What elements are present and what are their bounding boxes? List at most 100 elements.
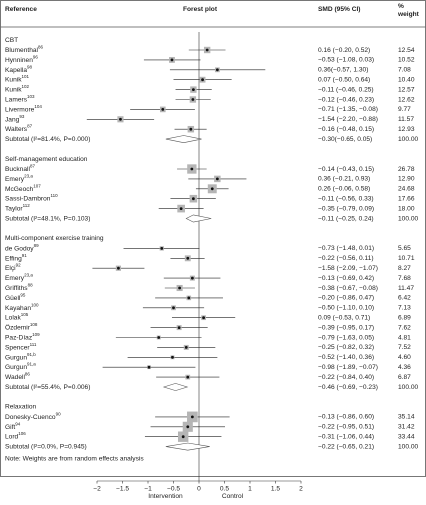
- study-ref: 112: [23, 203, 31, 208]
- study-name: Griffiths: [5, 285, 28, 292]
- study-name: Lord: [5, 433, 19, 440]
- point-estimate: [117, 266, 120, 270]
- smd-label: 0.07 (−0.50, 0.64): [318, 76, 370, 83]
- study-name: Elçi: [5, 265, 16, 272]
- weight-label: 12.90: [398, 176, 415, 183]
- study-label: Lord106: [5, 431, 26, 440]
- smd-label: 0.16 (−0.20, 0.52): [318, 47, 370, 54]
- study-ref: 98: [27, 64, 33, 69]
- point-estimate: [171, 355, 174, 359]
- study-label: Sassi-Dambron110: [5, 193, 58, 202]
- smd-label: −0.14 (−0.43, 0.15): [318, 166, 374, 173]
- smd-label: −0.11 (−0.56, 0.33): [318, 195, 374, 202]
- smd-label: −0.16 (−0.48, 0.15): [318, 126, 374, 133]
- subtotal-diamond: [165, 442, 210, 451]
- point-estimate: [179, 207, 183, 211]
- smd-label: 0.26 (−0.06, 0.58): [318, 186, 370, 193]
- header-weight-line: %: [398, 3, 404, 10]
- group-label: CBT: [5, 37, 18, 44]
- weight-label: 9.77: [398, 106, 411, 113]
- point-estimate: [215, 68, 219, 72]
- point-estimate: [186, 425, 190, 429]
- study-name: Jang: [5, 116, 20, 123]
- x-label-right: Control: [222, 493, 244, 500]
- study-label: Kayahan100: [5, 302, 39, 311]
- point-estimate: [157, 336, 161, 339]
- study-label: Kunik102: [5, 84, 30, 93]
- study-label: Emery23,a: [5, 174, 33, 183]
- study-name: Taylor: [5, 205, 23, 212]
- smd-label: −0.39 (−0.95, 0.17): [318, 324, 374, 331]
- smd-label: −0.22 (−0.95, 0.51): [318, 424, 374, 431]
- smd-label: −0.50 (−1.10, 0.10): [318, 305, 374, 312]
- study-name: Emery: [5, 275, 25, 282]
- point-estimate: [147, 365, 151, 369]
- weight-label: 18.00: [398, 205, 415, 212]
- study-label: Spencer111: [5, 342, 37, 351]
- study-name: Gurgun: [5, 354, 27, 361]
- header-plot: Forest plot: [183, 6, 218, 13]
- study-label: Gurgun91,a: [5, 362, 36, 371]
- study-label: Donesky-Cuenco90: [5, 412, 61, 421]
- smd-label: −0.79 (−1.63, 0.05): [318, 334, 374, 341]
- point-estimate: [161, 108, 165, 111]
- study-ref: 86: [25, 372, 31, 377]
- study-label: de Godoy89: [5, 243, 39, 252]
- weight-label: 31.42: [398, 424, 415, 431]
- smd-label: −0.52 (−1.40, 0.36): [318, 354, 374, 361]
- weight-label: 7.62: [398, 324, 411, 331]
- point-estimate: [191, 98, 195, 101]
- study-name: Kayahan: [5, 305, 31, 312]
- smd-label: −0.71 (−1.35, −0.08): [318, 106, 378, 113]
- study-label: Jang93: [5, 114, 25, 123]
- study-name: Paz-Díaz: [5, 334, 32, 341]
- study-name: Spencer: [5, 344, 30, 351]
- study-ref: 111: [30, 342, 37, 347]
- smd-label: 0.36(−0.57, 1.30): [318, 67, 368, 74]
- point-estimate: [177, 326, 181, 329]
- study-label: Emery23,a: [5, 273, 33, 282]
- weight-label: 10.52: [398, 57, 415, 64]
- weight-label: 12.93: [398, 126, 415, 133]
- weight-label: 7.52: [398, 344, 411, 351]
- weight-label: 12.57: [398, 86, 415, 93]
- study-name: Güell: [5, 295, 21, 302]
- x-tick-label: −1.5: [116, 485, 129, 492]
- point-estimate: [172, 306, 175, 310]
- study-label: Taylor112: [5, 203, 30, 212]
- weight-label: 24.68: [398, 186, 415, 193]
- study-ref: 110: [50, 193, 58, 198]
- weight-label: 11.57: [398, 116, 414, 123]
- study-label: Griffiths88: [5, 283, 33, 292]
- x-tick-label: 2: [299, 485, 303, 492]
- study-label: Livermore104: [5, 104, 42, 113]
- study-name: Kunik: [5, 76, 22, 83]
- study-name: Özdemir: [5, 323, 31, 331]
- smd-label: 0.09 (−0.53, 0.71): [318, 314, 370, 321]
- smd-label: −0.12 (−0.46, 0.23): [318, 96, 374, 103]
- weight-label: 11.47: [398, 285, 414, 292]
- study-label: Lolak105: [5, 312, 29, 321]
- weight-label: 8.27: [398, 265, 411, 272]
- weight-label: 5.65: [398, 245, 411, 252]
- point-estimate: [190, 167, 194, 171]
- subtotal-label: Subtotal (I²=55.4%, P=0.006): [5, 384, 90, 391]
- study-ref: 91: [22, 253, 28, 258]
- study-name: Effing: [5, 255, 22, 262]
- study-label: Walters87: [5, 124, 33, 133]
- smd-label: −0.53 (−1.08, 0.03): [318, 57, 374, 64]
- smd-label: −0.25 (−0.82, 0.32): [318, 344, 374, 351]
- study-label: Kapella98: [5, 64, 33, 73]
- study-ref: 104: [34, 104, 42, 109]
- smd-label: −1.58 (−2.09, −1.07): [318, 265, 378, 272]
- study-label: Paz-Díaz109: [5, 332, 40, 341]
- smd-label: −0.35 (−0.79, 0.09): [318, 205, 374, 212]
- x-tick-label: 0: [197, 485, 201, 492]
- point-estimate: [189, 127, 193, 131]
- smd-label: −0.22 (−0.65, 0.21): [318, 443, 374, 450]
- point-estimate: [170, 58, 174, 62]
- study-name: Kunik: [5, 86, 22, 93]
- point-estimate: [190, 276, 194, 280]
- x-tick-label: −2: [93, 485, 101, 492]
- study-label: Gift94: [5, 421, 21, 430]
